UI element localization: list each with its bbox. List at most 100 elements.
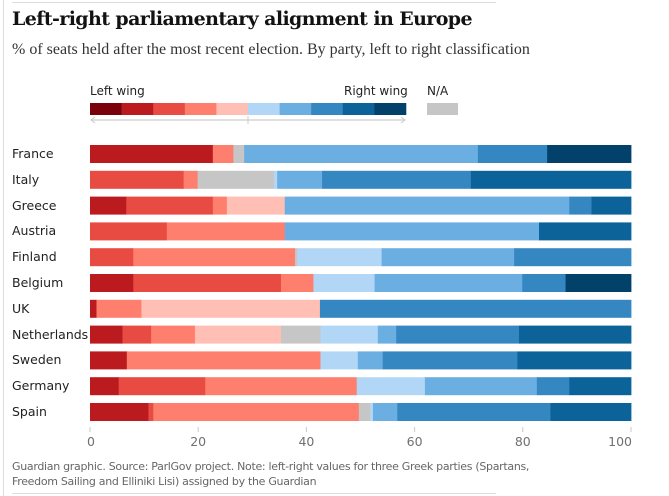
bar-segment <box>320 325 379 344</box>
legend-swatch <box>279 103 312 115</box>
bar-row <box>90 248 632 267</box>
bar-row <box>90 377 632 396</box>
bar-segment <box>372 403 398 421</box>
legend-swatch <box>153 103 186 115</box>
bar-segment <box>118 377 206 396</box>
bar-segment <box>382 351 518 370</box>
legend-arrow-left-icon <box>90 116 96 124</box>
bar-segment <box>273 170 278 189</box>
top-divider <box>12 2 496 3</box>
bar-segment <box>90 377 120 396</box>
bar-segment <box>565 274 632 292</box>
bar-segment <box>539 222 632 241</box>
bar-segment <box>233 145 245 163</box>
bar-segment <box>280 325 321 344</box>
chart-subtitle: % of seats held after the most recent el… <box>12 41 530 58</box>
bar-segment <box>205 377 358 396</box>
bar-row <box>90 351 632 370</box>
bar-segment <box>536 377 570 396</box>
country-label: Austria <box>12 223 57 239</box>
bar-segment <box>396 325 520 344</box>
bar-segment <box>141 299 321 318</box>
bar-segment <box>313 274 375 292</box>
legend-arrow-right-icon <box>400 116 406 124</box>
bar-segment <box>569 377 632 396</box>
legend-swatch <box>248 103 280 115</box>
bar-segment <box>377 325 397 344</box>
bar-segment <box>381 248 515 267</box>
bar-segment <box>90 196 127 215</box>
x-tick-label: 60 <box>407 434 423 449</box>
bar-segment <box>374 274 523 292</box>
legend-swatch-na <box>427 103 458 115</box>
bar-segment <box>358 403 371 421</box>
x-tick-label: 40 <box>298 434 314 449</box>
bar-segment <box>148 403 154 421</box>
bar-segment <box>90 248 134 267</box>
x-tick-label: 100 <box>608 434 632 449</box>
legend-swatch <box>216 103 249 115</box>
bar-segment <box>514 248 632 267</box>
bar-segment <box>90 145 214 163</box>
country-label: Netherlands <box>12 326 89 342</box>
bar-segment <box>319 299 632 318</box>
country-label: Greece <box>12 197 57 213</box>
bar-segment <box>320 351 359 370</box>
bar-segment <box>519 325 632 344</box>
x-tick-label: 0 <box>87 434 95 449</box>
bar-segment <box>90 299 97 318</box>
bar-segment <box>550 403 632 421</box>
legend-scale <box>90 103 458 124</box>
bar-segment <box>226 196 286 215</box>
bar-segment <box>96 299 142 318</box>
country-label: Italy <box>12 171 40 187</box>
bars <box>90 145 632 421</box>
bottom-divider <box>12 493 496 494</box>
country-label: Finland <box>12 249 57 265</box>
bar-segment <box>151 325 196 344</box>
bar-segment <box>357 351 384 370</box>
country-label: Spain <box>12 404 47 419</box>
bar-segment <box>244 145 479 163</box>
bar-segment <box>212 196 228 215</box>
legend-swatch <box>342 103 375 115</box>
bar-segment <box>477 145 548 163</box>
bar-segment <box>295 248 298 267</box>
bar-segment <box>126 196 214 215</box>
bar-segment <box>153 403 360 421</box>
legend-left-label: Left wing <box>90 84 145 98</box>
bar-segment <box>370 403 374 421</box>
bar-row <box>90 222 632 241</box>
legend-swatch <box>311 103 344 115</box>
bar-segment <box>322 170 472 189</box>
bar-segment <box>90 351 128 370</box>
bar-segment <box>424 377 538 396</box>
legend-right-label: Right wing <box>344 84 408 98</box>
bar-segment <box>284 222 540 241</box>
bar-segment <box>547 145 632 163</box>
bar-segment <box>280 274 314 292</box>
bar-segment <box>212 145 234 163</box>
bar-segment <box>284 196 570 215</box>
bar-segment <box>297 248 382 267</box>
bar-segment <box>356 377 426 396</box>
legend-swatch <box>90 103 122 115</box>
chart-title: Left-right parliamentary alignment in Eu… <box>12 8 473 30</box>
legend-swatch <box>374 103 407 115</box>
bar-segment <box>591 196 632 215</box>
bar-row <box>90 196 632 215</box>
bar-segment <box>397 403 551 421</box>
country-label: France <box>12 146 54 161</box>
bar-segment <box>569 196 592 215</box>
footer-note: Guardian graphic. Source: ParlGov projec… <box>12 460 530 488</box>
bar-segment <box>90 170 184 189</box>
country-label: Belgium <box>12 275 64 290</box>
x-tick-label: 20 <box>190 434 206 449</box>
bar-segment <box>277 170 323 189</box>
bar-segment <box>90 274 134 292</box>
legend-swatch <box>184 103 217 115</box>
bar-segment <box>166 222 286 241</box>
bar-row <box>90 274 632 292</box>
bar-segment <box>126 351 321 370</box>
